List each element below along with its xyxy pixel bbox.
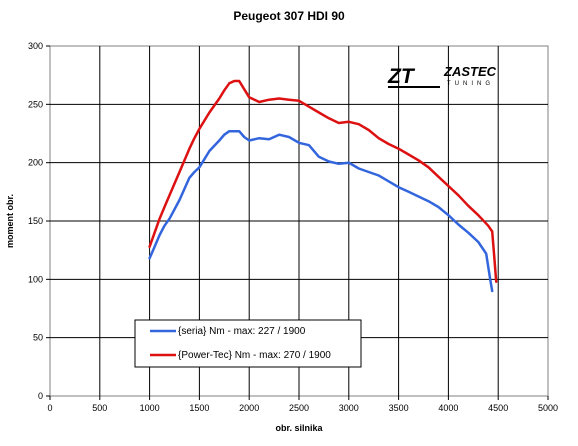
series-line-0: [148, 129, 494, 293]
zastec-logo: ZT ZASTEC TUNING: [387, 64, 497, 88]
x-tick-label: 4500: [488, 403, 508, 413]
x-tick-label: 5000: [538, 403, 558, 413]
x-tick-label: 2500: [289, 403, 309, 413]
y-tick-label: 200: [28, 158, 43, 168]
logo-mark: ZT: [387, 65, 416, 88]
x-axis-label: obr. silnika: [275, 423, 323, 433]
y-tick-label: 0: [38, 391, 43, 401]
y-tick-label: 150: [28, 216, 43, 226]
x-tick-label: 1000: [140, 403, 160, 413]
logo-name: ZASTEC: [443, 64, 497, 79]
y-tick-label: 50: [33, 333, 43, 343]
x-tick-labels: 0 500 1000 1500 2000 2500 3000 3500 4000 4500 5000: [47, 403, 558, 413]
y-tick-label: 300: [28, 41, 43, 51]
chart-title: Peugeot 307 HDI 90: [233, 9, 345, 23]
x-tick-label: 3000: [339, 403, 359, 413]
y-tick-label: 250: [28, 99, 43, 109]
legend: {seria} Nm - max: 227 / 1900 {Power-Tec}…: [134, 319, 362, 368]
logo-bar: [388, 86, 440, 88]
x-tick-label: 1500: [189, 403, 209, 413]
x-tick-label: 0: [47, 403, 52, 413]
series-lines: [148, 79, 498, 293]
y-tick-label: 100: [28, 274, 43, 284]
logo-sub: TUNING: [447, 81, 494, 87]
legend-label-seria: {seria} Nm - max: 227 / 1900: [178, 326, 306, 337]
legend-box: [134, 319, 362, 368]
y-axis-label: moment obr.: [5, 194, 15, 248]
x-tick-label: 4000: [438, 403, 458, 413]
x-tick-label: 500: [92, 403, 107, 413]
x-tick-label: 3500: [389, 403, 409, 413]
x-tick-label: 2000: [239, 403, 259, 413]
y-tick-labels: 0 50 100 150 200 250 300: [28, 41, 43, 401]
legend-label-power-tec: {Power-Tec} Nm - max: 270 / 1900: [178, 350, 331, 361]
series-line-1: [148, 79, 498, 283]
